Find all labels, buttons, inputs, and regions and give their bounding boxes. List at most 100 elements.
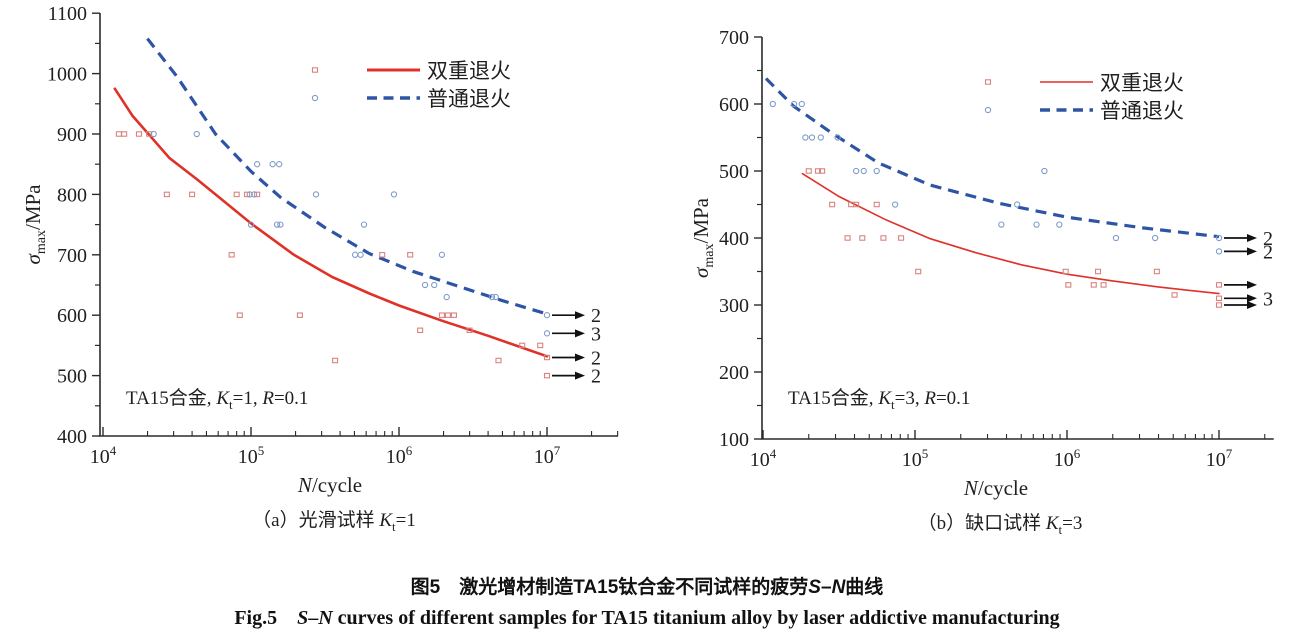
x-tick-label: 107 — [534, 443, 561, 468]
double-anneal-point — [417, 327, 424, 334]
axis-frame — [99, 13, 619, 437]
normal-anneal-point — [1041, 167, 1048, 175]
caption-segment: 图5 激光增材制造TA15钛合金不同试样的疲劳 — [410, 577, 809, 598]
arrow-head — [1247, 247, 1257, 256]
double-anneal-point — [543, 372, 551, 379]
double-anneal-point — [444, 312, 451, 318]
y-tick-label: 300 — [719, 295, 749, 317]
double-anneal-point — [311, 67, 319, 73]
double-anneal-curve — [801, 172, 1220, 295]
runout-count-label: 2 — [1263, 228, 1273, 250]
double-anneal-point — [189, 191, 196, 198]
x-axis-title: N/cycle — [963, 476, 1028, 500]
normal-anneal-point — [984, 106, 992, 114]
y-tick-label: 900 — [57, 124, 87, 146]
normal-anneal-point — [431, 281, 438, 289]
double-anneal-point — [1062, 268, 1069, 275]
caption-segment: – — [820, 577, 832, 598]
double-anneal-point — [844, 235, 851, 241]
arrow-head — [575, 371, 585, 380]
runout-count-label: 2 — [591, 366, 601, 388]
arrow-head — [1247, 234, 1257, 242]
axis-frame — [761, 37, 1274, 440]
normal-anneal-point — [1056, 221, 1063, 228]
normal-anneal-point — [1033, 221, 1040, 228]
double-anneal-point — [1100, 282, 1107, 288]
double-anneal-point — [853, 201, 860, 208]
y-axis-title: σmax/MPa — [689, 197, 717, 278]
normal-anneal-point — [1112, 234, 1120, 242]
normal-anneal-point — [193, 130, 200, 138]
caption-segment: Fig.5 — [234, 607, 298, 629]
double-anneal-point — [873, 201, 880, 208]
arrow-head — [575, 353, 585, 362]
double-anneal-point — [495, 357, 502, 364]
normal-anneal-point — [390, 191, 398, 198]
y-tick-label: 1000 — [47, 64, 87, 86]
runout-count-label: 2 — [591, 347, 601, 369]
normal-anneal-point — [360, 221, 368, 228]
double-anneal-point — [233, 191, 240, 198]
normal-anneal-point — [1151, 234, 1159, 242]
caption-english: Fig.5 S–N curves of different samples fo… — [0, 601, 1294, 630]
normal-anneal-point — [1014, 201, 1021, 208]
double-anneal-point — [379, 252, 386, 258]
legend-label: 普通退火 — [1100, 99, 1184, 123]
double-anneal-points — [805, 168, 1178, 298]
caption-segment: curves of different samples for TA15 tit… — [332, 607, 1060, 629]
runout-arrow: 2 — [543, 305, 601, 327]
x-tick-label: 105 — [902, 446, 929, 471]
normal-anneal-point — [891, 201, 899, 208]
double-anneal-point — [332, 357, 339, 364]
normal-anneal-point — [852, 167, 860, 175]
double-anneal-point — [880, 235, 887, 241]
y-tick-label: 500 — [57, 366, 87, 388]
y-tick-label: 200 — [719, 362, 749, 384]
double-anneal-point — [898, 235, 905, 241]
double-anneal-point — [236, 312, 243, 318]
normal-anneal-point — [250, 191, 258, 198]
double-anneal-point — [243, 191, 251, 198]
normal-anneal-point — [492, 293, 499, 301]
double-anneal-point — [146, 131, 153, 137]
normal-anneal-curve — [146, 37, 548, 316]
normal-anneal-point — [769, 100, 776, 108]
legend-label: 双重退火 — [427, 59, 511, 83]
normal-anneal-points — [769, 100, 1159, 242]
x-axis-title: N/cycle — [297, 473, 362, 497]
sn-curves-plots: 400 500 600 700 800 900 1000 1100 104 105 106 107 σm… — [21, 3, 1274, 537]
x-tick-label: 104 — [90, 443, 117, 468]
normal-anneal-points — [150, 130, 499, 301]
double-anneal-point — [814, 168, 822, 174]
normal-anneal-point — [311, 94, 319, 102]
double-anneal-point — [915, 268, 922, 275]
runout-arrow: 2 — [543, 347, 601, 369]
plot-a: 400 500 600 700 800 900 1000 1100 104 105 106 107 σm… — [21, 3, 619, 534]
plot-subtitle: （b）缺口试样 Kt=3 — [918, 512, 1083, 537]
x-tick-label: 105 — [238, 443, 265, 468]
normal-anneal-point — [873, 167, 880, 175]
arrow-head — [575, 329, 585, 338]
normal-anneal-point — [246, 191, 253, 198]
caption-segment: 曲线 — [845, 577, 884, 598]
double-anneal-point — [1094, 268, 1102, 275]
double-anneal-point — [1215, 302, 1223, 308]
double-anneal-point — [466, 327, 473, 334]
arrow-head — [1247, 301, 1257, 309]
caption-segment: S — [808, 577, 821, 598]
caption-segment: N — [831, 577, 846, 598]
normal-anneal-point — [351, 251, 359, 258]
y-tick-label: 400 — [719, 228, 749, 250]
x-tick-label: 104 — [750, 446, 777, 471]
normal-anneal-point — [273, 221, 281, 228]
plot-subtitle: （a）光滑试样 Kt=1 — [252, 509, 416, 534]
y-axis-title: σmax/MPa — [21, 184, 49, 265]
normal-anneal-point — [276, 161, 283, 168]
normal-anneal-point — [253, 161, 261, 168]
double-anneal-point — [984, 79, 992, 85]
double-anneal-point — [450, 312, 457, 318]
normal-anneal-point — [834, 134, 841, 141]
runout-arrow: 2 — [543, 366, 601, 388]
arrow-head — [1247, 280, 1257, 289]
